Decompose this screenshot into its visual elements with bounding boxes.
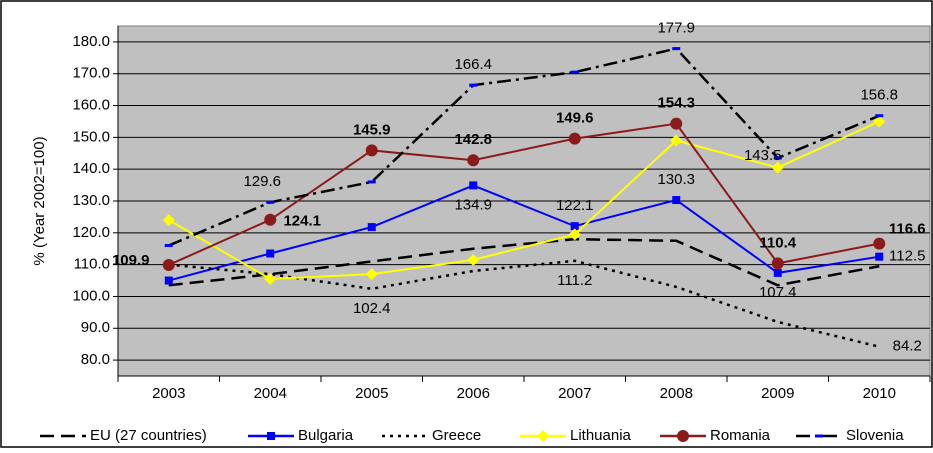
x-tick-label: 2009 [761, 385, 794, 402]
point [670, 117, 683, 130]
legend-label: Greece [432, 427, 481, 444]
series-line [168, 237, 880, 287]
data-label: 143.5 [744, 147, 782, 164]
data-label: 84.2 [893, 338, 922, 355]
y-tick-label: 120.0 [72, 224, 110, 241]
point [670, 134, 683, 147]
data-label: 142.8 [454, 131, 492, 148]
series-line [168, 184, 880, 282]
point [773, 268, 782, 277]
series-line [168, 47, 880, 247]
point [570, 222, 579, 231]
data-label: 122.1 [556, 197, 594, 214]
y-tick-label: 130.0 [72, 192, 110, 209]
y-tick-label: 90.0 [81, 319, 110, 336]
legend-marker [537, 430, 549, 442]
y-tick-label: 170.0 [72, 65, 110, 82]
x-tick-label: 2005 [355, 385, 388, 402]
point [467, 154, 480, 167]
point [162, 258, 175, 271]
point [873, 237, 886, 250]
x-tick-label: 2006 [457, 385, 490, 402]
data-label: 102.4 [353, 300, 391, 317]
point [365, 268, 378, 281]
point [162, 214, 175, 227]
point [875, 252, 884, 261]
legend-label: Bulgaria [298, 427, 354, 444]
data-label: 130.3 [657, 171, 695, 188]
x-tick-label: 2003 [152, 385, 185, 402]
data-label: 156.8 [860, 87, 898, 104]
point [365, 144, 378, 157]
point [264, 213, 277, 226]
legend-marker [267, 432, 275, 440]
data-label: 166.4 [454, 56, 492, 73]
legend-marker [677, 430, 689, 442]
data-label: 107.4 [759, 284, 797, 301]
data-label: 116.6 [889, 221, 926, 238]
point [873, 115, 886, 128]
series-line [168, 120, 880, 280]
point [367, 223, 376, 232]
legend-label: Romania [710, 427, 771, 444]
point [568, 132, 581, 145]
legend-label: EU (27 countries) [90, 427, 207, 444]
point [467, 253, 480, 266]
data-label: 129.6 [243, 173, 281, 190]
y-tick-label: 110.0 [74, 256, 110, 273]
x-tick-label: 2010 [863, 385, 896, 402]
y-tick-label: 150.0 [72, 128, 110, 145]
point [771, 257, 784, 270]
data-label: 111.2 [557, 272, 592, 289]
data-label: 149.6 [556, 110, 594, 127]
data-label: 110.4 [759, 234, 796, 251]
y-tick-label: 160.0 [72, 97, 110, 114]
point [469, 181, 478, 190]
y-axis-title: % (Year 2002=100) [31, 136, 48, 265]
data-label: 124.1 [283, 213, 321, 230]
x-tick-label: 2004 [254, 385, 287, 402]
point [672, 196, 681, 205]
y-tick-label: 100.0 [72, 287, 110, 304]
y-tick-label: 80.0 [81, 351, 110, 368]
point [771, 161, 784, 174]
point [266, 249, 275, 258]
y-tick-label: 180.0 [72, 33, 110, 50]
point [568, 228, 581, 241]
data-label: 134.9 [454, 196, 492, 213]
data-label: 177.9 [657, 20, 695, 37]
data-label: 154.3 [657, 95, 695, 112]
series-line [168, 122, 880, 266]
x-tick-label: 2007 [558, 385, 591, 402]
legend-label: Slovenia [846, 427, 904, 444]
legend-label: Lithuania [570, 427, 632, 444]
data-label: 112.5 [889, 248, 925, 265]
point [264, 272, 277, 285]
data-label: 109.9 [112, 252, 150, 269]
x-tick-label: 2008 [660, 385, 693, 402]
y-tick-label: 140.0 [72, 160, 110, 177]
point [164, 276, 173, 285]
data-label: 145.9 [353, 121, 391, 138]
